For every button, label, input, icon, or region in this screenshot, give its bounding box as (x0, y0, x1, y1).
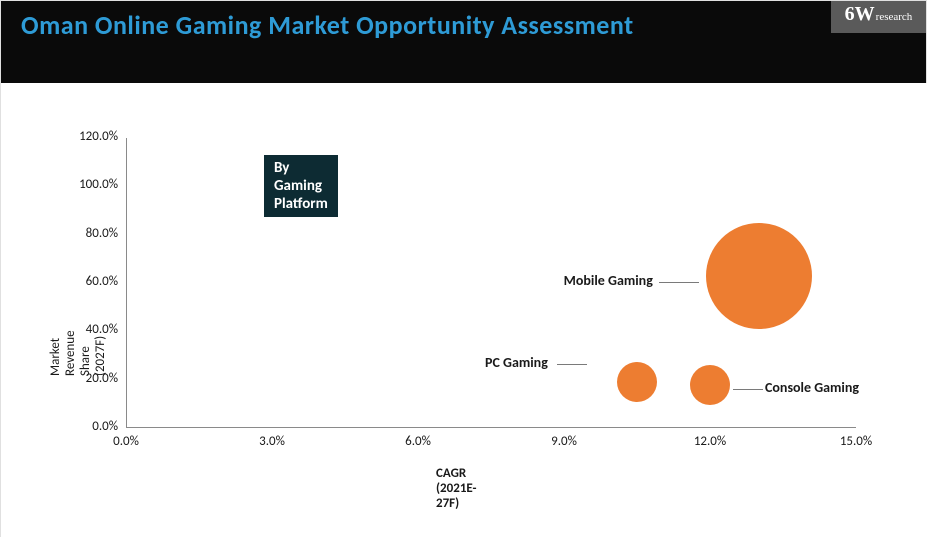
leader-line (557, 364, 587, 365)
x-tick-label: 6.0% (388, 434, 448, 449)
header-bar: Oman Online Gaming Market Opportunity As… (1, 1, 926, 83)
x-tick-label: 3.0% (242, 434, 302, 449)
y-tick-label: 80.0% (68, 226, 118, 241)
chart-title: Oman Online Gaming Market Opportunity As… (21, 11, 906, 41)
y-tick-label: 60.0% (68, 274, 118, 289)
y-tick-label: 0.0% (68, 419, 118, 434)
brand-logo: 6W research (831, 1, 926, 33)
x-tick-label: 12.0% (680, 434, 740, 449)
legend-box: By Gaming Platform (264, 155, 338, 217)
x-axis-label: CAGR (2021E-27F) (436, 466, 476, 511)
figure-root: Oman Online Gaming Market Opportunity As… (0, 0, 927, 537)
bubble-label: PC Gaming (485, 354, 548, 371)
chart-area: Market Revenue Share (2027F) CAGR (2021E… (1, 83, 927, 537)
x-tick-label: 9.0% (534, 434, 594, 449)
bubble-mobile-gaming (706, 223, 812, 329)
logo-text-small: research (876, 11, 913, 23)
x-tick-label: 0.0% (96, 434, 156, 449)
logo-text-big: 6W (845, 3, 875, 26)
bubble-label: Mobile Gaming (564, 272, 653, 289)
y-tick-label: 120.0% (68, 129, 118, 144)
y-tick-label: 100.0% (68, 177, 118, 192)
bubble-pc-gaming (617, 362, 657, 402)
y-tick-label: 40.0% (68, 322, 118, 337)
y-tick-label: 20.0% (68, 371, 118, 386)
leader-line (733, 389, 763, 390)
x-tick-label: 15.0% (826, 434, 886, 449)
leader-line (659, 282, 699, 283)
bubble-label: Console Gaming (765, 379, 859, 396)
bubble-console-gaming (690, 365, 730, 405)
